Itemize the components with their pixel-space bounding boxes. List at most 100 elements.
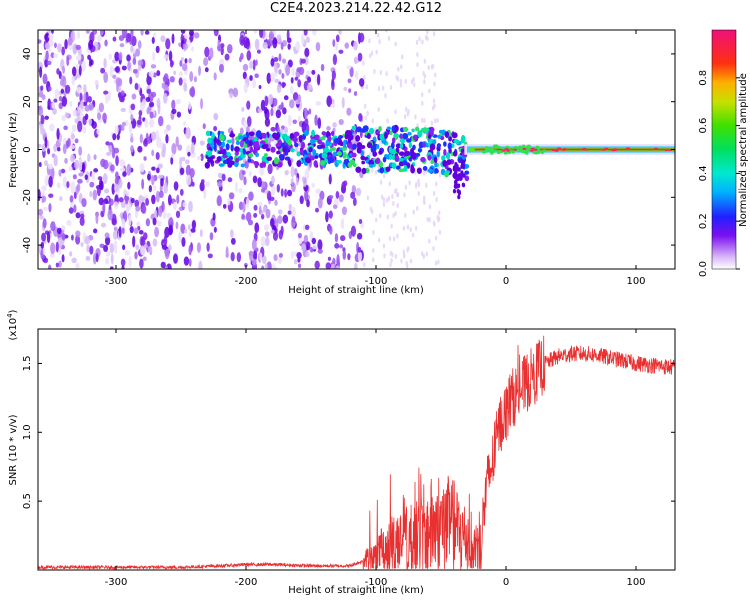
heatmap-cell xyxy=(188,200,193,213)
heatmap-cell xyxy=(425,251,429,257)
heatmap-cell xyxy=(219,133,223,141)
heatmap-cell xyxy=(347,78,352,84)
heatmap-cell xyxy=(536,150,541,155)
zero-hz-line-core xyxy=(474,148,675,151)
spectrogram-x-tick-label: 100 xyxy=(626,276,645,287)
heatmap-cell xyxy=(454,162,458,167)
heatmap-cell xyxy=(94,79,99,85)
heatmap-cell xyxy=(145,96,151,103)
heatmap-cell xyxy=(266,72,272,84)
heatmap-cell xyxy=(121,121,126,127)
heatmap-cell xyxy=(127,181,131,190)
heatmap-cell xyxy=(363,75,366,81)
heatmap-cell xyxy=(278,68,282,75)
heatmap-cell xyxy=(432,98,436,104)
heatmap-cell xyxy=(530,147,535,150)
heatmap-cell xyxy=(234,146,240,153)
heatmap-cell xyxy=(310,155,315,161)
heatmap-cell xyxy=(428,88,431,94)
heatmap-cell xyxy=(83,92,87,102)
heatmap-cell xyxy=(371,118,374,124)
heatmap-cell xyxy=(181,63,188,72)
heatmap-cell xyxy=(111,146,116,159)
heatmap-cell xyxy=(290,206,297,218)
heatmap-cell xyxy=(168,224,174,236)
heatmap-cell xyxy=(426,216,429,222)
heatmap-cell xyxy=(228,88,234,95)
heatmap-cell xyxy=(338,135,344,139)
heatmap-cell xyxy=(352,143,357,150)
heatmap-cell xyxy=(409,227,412,233)
heatmap-cell xyxy=(330,263,336,269)
heatmap-cell xyxy=(54,42,57,49)
heatmap-cell xyxy=(61,46,66,56)
heatmap-cell xyxy=(379,133,385,141)
heatmap-cell xyxy=(64,84,71,94)
heatmap-cell xyxy=(243,82,248,94)
heatmap-cell xyxy=(487,149,492,153)
snr-panel: -300 -200 -100 0 100 0.5 1.0 1.5 Height of stra… xyxy=(6,309,676,596)
heatmap-cell xyxy=(84,113,89,120)
heatmap-cell xyxy=(340,218,345,230)
heatmap-cell xyxy=(122,244,126,251)
heatmap-cell xyxy=(554,149,559,152)
heatmap-cell xyxy=(161,82,166,89)
heatmap-cell xyxy=(370,50,374,56)
heatmap-cell xyxy=(148,70,154,78)
heatmap-cell xyxy=(348,88,352,93)
heatmap-cell xyxy=(412,209,415,215)
heatmap-cell xyxy=(191,181,195,187)
heatmap-cell xyxy=(281,58,287,64)
heatmap-cell xyxy=(315,41,321,52)
heatmap-cell xyxy=(147,245,153,254)
heatmap-cell xyxy=(377,32,380,38)
heatmap-cell xyxy=(50,221,56,232)
heatmap-cell xyxy=(264,231,270,237)
heatmap-cell xyxy=(501,149,506,152)
heatmap-cell xyxy=(290,250,295,260)
heatmap-cell xyxy=(75,44,81,50)
heatmap-cell xyxy=(77,178,83,184)
snr-y-tick-label: 0.5 xyxy=(22,493,33,509)
heatmap-cell xyxy=(346,141,353,149)
heatmap-cell xyxy=(69,195,74,203)
heatmap-cell xyxy=(191,219,197,230)
heatmap-cell xyxy=(335,34,340,43)
heatmap-cell xyxy=(121,218,126,228)
heatmap-cell xyxy=(386,214,390,220)
heatmap-cell xyxy=(275,109,282,119)
heatmap-cell xyxy=(332,122,337,128)
heatmap-cell xyxy=(280,42,284,51)
heatmap-cell xyxy=(125,201,130,214)
heatmap-cell xyxy=(140,236,146,248)
heatmap-cell xyxy=(408,141,413,149)
heatmap-cell xyxy=(278,153,284,160)
heatmap-cell xyxy=(435,196,438,202)
heatmap-cell xyxy=(301,121,306,133)
heatmap-cell xyxy=(287,159,292,166)
heatmap-cell xyxy=(428,204,432,210)
heatmap-cell xyxy=(355,135,361,142)
heatmap-cell xyxy=(131,35,137,47)
heatmap-cell xyxy=(369,151,372,157)
heatmap-cell xyxy=(40,241,45,250)
heatmap-cell xyxy=(312,151,316,157)
heatmap-cell xyxy=(144,137,148,145)
heatmap-cell xyxy=(430,159,435,165)
heatmap-cell xyxy=(421,100,424,106)
heatmap-cell xyxy=(265,236,270,247)
heatmap-cell xyxy=(256,49,261,54)
heatmap-cell xyxy=(113,226,118,231)
heatmap-cell xyxy=(153,32,157,38)
heatmap-cell xyxy=(386,126,392,131)
heatmap-cell xyxy=(283,126,289,134)
heatmap-cell xyxy=(189,71,194,82)
heatmap-cell xyxy=(183,229,188,234)
heatmap-cell xyxy=(120,107,126,113)
heatmap-cell xyxy=(104,93,109,104)
heatmap-cell xyxy=(294,168,298,176)
heatmap-cell xyxy=(282,214,289,224)
heatmap-cell xyxy=(98,197,105,206)
heatmap-cell xyxy=(389,130,393,136)
heatmap-cell xyxy=(199,140,205,146)
